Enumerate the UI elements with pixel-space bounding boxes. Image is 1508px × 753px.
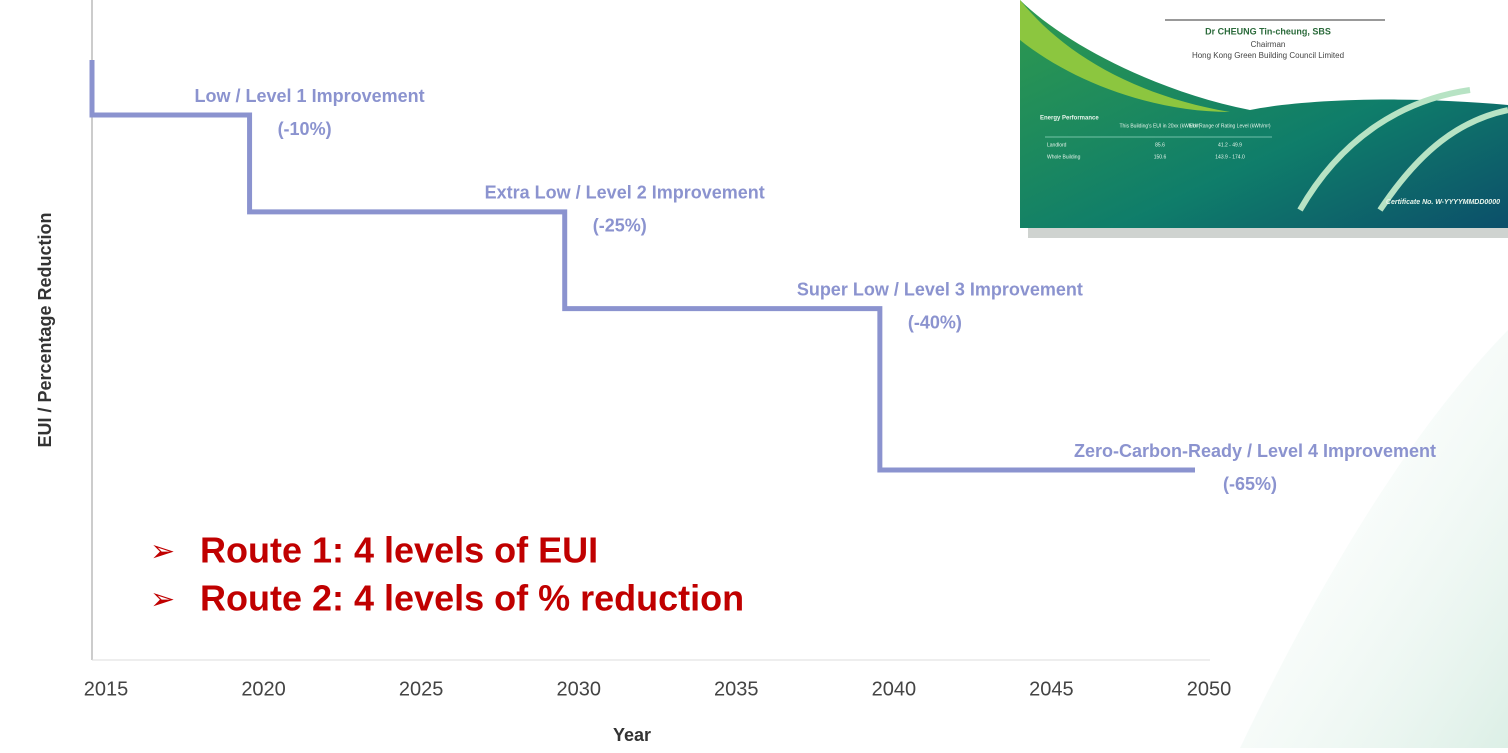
x-tick-label: 2030	[556, 678, 601, 700]
table-header: This Building's EUI in 20xx (kWh/m²)	[1120, 123, 1201, 129]
table-cell: 143.9 - 174.0	[1215, 154, 1245, 160]
role: Chairman	[1251, 40, 1286, 49]
x-tick-label: 2020	[241, 678, 286, 700]
bullet-arrow: ➢	[150, 535, 175, 568]
x-tick-label: 2045	[1029, 678, 1074, 700]
x-tick-label: 2015	[84, 678, 129, 700]
x-tick-label: 2025	[399, 678, 444, 700]
table-cell: Landlord	[1047, 142, 1067, 148]
value-label: (-40%)	[908, 312, 962, 332]
value-label: (-65%)	[1223, 474, 1277, 494]
step-label: Zero-Carbon-Ready / Level 4 Improvement	[1074, 441, 1436, 461]
step-line	[89, 60, 1195, 473]
x-tick-label: 2050	[1187, 678, 1232, 700]
table-cell: 41.2 - 49.9	[1218, 142, 1242, 148]
certificate-stroke	[1297, 87, 1508, 212]
table-cell: 85.6	[1155, 142, 1165, 148]
route-note: Route 1: 4 levels of EUI	[200, 530, 598, 571]
x-axis-title: Year	[613, 725, 651, 745]
certificate: Dr CHEUNG Tin-cheung, SBS Chairman Hong …	[1020, 0, 1508, 238]
x-tick-label: 2040	[872, 678, 917, 700]
table-header: EUI Range of Rating Level (kWh/m²)	[1189, 123, 1270, 129]
certificate-leaf	[1020, 0, 1230, 112]
step-label: Extra Low / Level 2 Improvement	[485, 183, 765, 203]
x-tick-label: 2035	[714, 678, 759, 700]
step-label: Super Low / Level 3 Improvement	[797, 279, 1083, 299]
table-title: Energy Performance	[1040, 116, 1099, 122]
table-cell: Whole Building	[1047, 154, 1081, 160]
certificate-header	[1020, 0, 1508, 110]
signatory: Dr CHEUNG Tin-cheung, SBS	[1205, 26, 1331, 36]
background-swoosh	[1240, 330, 1508, 748]
route-note: Route 2: 4 levels of % reduction	[200, 578, 744, 619]
value-label: (-10%)	[278, 119, 332, 139]
table-cell: 150.6	[1154, 154, 1167, 160]
certificate-number: Certificate No. W-YYYYMMDD0000	[1386, 199, 1500, 206]
value-label: (-25%)	[593, 216, 647, 236]
bullet-arrow: ➢	[150, 583, 175, 616]
y-axis-title: EUI / Percentage Reduction	[35, 212, 55, 447]
organisation: Hong Kong Green Building Council Limited	[1192, 51, 1344, 60]
step-label: Low / Level 1 Improvement	[195, 86, 425, 106]
